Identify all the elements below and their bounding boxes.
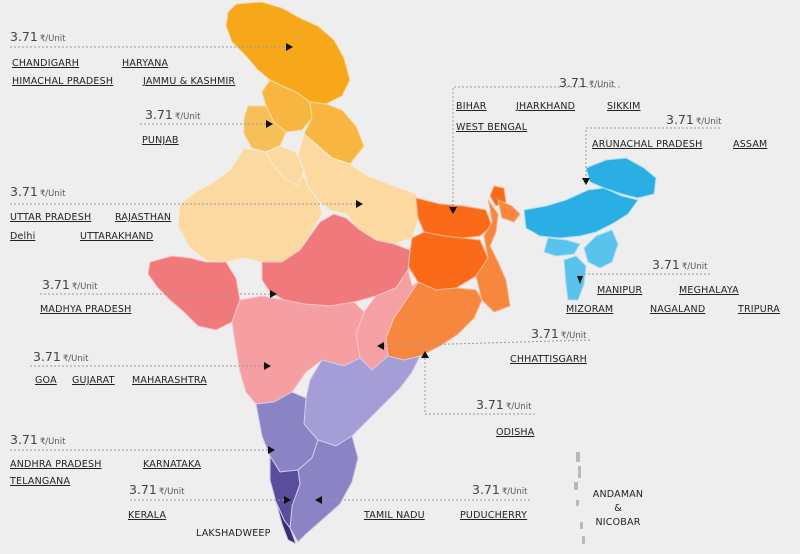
- price-value: 3.71: [145, 107, 173, 122]
- region-arunachal[interactable]: [585, 157, 657, 199]
- region-jharkhand[interactable]: [407, 231, 489, 291]
- price-value: 3.71: [33, 349, 61, 364]
- label-punjab[interactable]: PUNJAB: [142, 135, 179, 146]
- label-puducherry[interactable]: PUDUCHERRY: [460, 510, 528, 521]
- label-bihar[interactable]: BIHAR: [456, 101, 487, 112]
- price-unit: ₹/Unit: [501, 487, 528, 497]
- price-unit: ₹/Unit: [695, 117, 722, 127]
- andaman-line-2: &: [614, 503, 622, 514]
- price-unit: ₹/Unit: [174, 112, 201, 122]
- price-value: 3.71: [559, 75, 587, 90]
- price-west: 3.71 ₹/Unit: [33, 349, 88, 364]
- label-jammu-kashmir[interactable]: JAMMU & KASHMIR: [143, 76, 236, 87]
- price-unit: ₹/Unit: [39, 34, 66, 44]
- region-tripura-mizoram[interactable]: [563, 255, 587, 301]
- region-nagaland-manipur[interactable]: [583, 229, 619, 269]
- label-sikkim[interactable]: SIKKIM: [607, 101, 641, 112]
- price-unit: ₹/Unit: [39, 189, 66, 199]
- label-himachal-pradesh[interactable]: HIMACHAL PRADESH: [12, 76, 114, 87]
- price-value: 3.71: [652, 257, 680, 272]
- region-kerala-dark[interactable]: [275, 501, 297, 546]
- label-chhattisgarh[interactable]: CHHATTISGARH: [510, 354, 587, 365]
- price-odisha: 3.71 ₹/Unit: [476, 397, 531, 412]
- price-value: 3.71: [10, 29, 38, 44]
- price-unit: ₹/Unit: [62, 354, 89, 364]
- price-unit: ₹/Unit: [681, 262, 708, 272]
- label-odisha[interactable]: ODISHA: [496, 427, 535, 438]
- price-value: 3.71: [129, 482, 157, 497]
- andaman-line-3: NICOBAR: [595, 517, 641, 528]
- price-northeast: 3.71 ₹/Unit: [666, 112, 721, 127]
- label-tamil-nadu[interactable]: TAMIL NADU: [364, 510, 425, 521]
- andaman-line-1: ANDAMAN: [592, 489, 644, 500]
- price-value: 3.71: [10, 432, 38, 447]
- label-nagaland[interactable]: NAGALAND: [650, 304, 706, 315]
- price-value: 3.71: [10, 184, 38, 199]
- price-unit: ₹/Unit: [505, 402, 532, 412]
- price-chhattisgarh: 3.71 ₹/Unit: [531, 326, 586, 341]
- price-value: 3.71: [42, 277, 70, 292]
- label-telangana[interactable]: TELANGANA: [10, 476, 71, 487]
- region-east-strip[interactable]: [497, 199, 521, 223]
- label-meghalaya[interactable]: MEGHALAYA: [679, 285, 739, 296]
- price-south: 3.71 ₹/Unit: [10, 432, 65, 447]
- andaman-islands: [574, 452, 585, 544]
- label-tripura[interactable]: TRIPURA: [738, 304, 781, 315]
- label-uttar-pradesh[interactable]: UTTAR PRADESH: [10, 212, 92, 223]
- price-value: 3.71: [472, 482, 500, 497]
- label-west-bengal[interactable]: WEST BENGAL: [456, 122, 528, 133]
- label-karnataka[interactable]: KARNATAKA: [143, 459, 201, 470]
- label-chandigarh[interactable]: CHANDIGARH: [12, 58, 80, 69]
- region-himachal[interactable]: [261, 79, 313, 133]
- label-kerala[interactable]: KERALA: [128, 510, 167, 521]
- leader-arrows: [264, 43, 590, 504]
- label-rajasthan[interactable]: RAJASTHAN: [115, 212, 172, 223]
- label-haryana[interactable]: HARYANA: [122, 58, 169, 69]
- region-gujarat[interactable]: [147, 255, 241, 331]
- price-value: 3.71: [476, 397, 504, 412]
- label-mizoram[interactable]: MIZORAM: [566, 304, 614, 315]
- region-assam[interactable]: [523, 187, 639, 239]
- label-manipur[interactable]: MANIPUR: [597, 285, 643, 296]
- region-telangana-andhra[interactable]: [303, 355, 421, 447]
- label-goa[interactable]: GOA: [35, 375, 57, 386]
- region-west-bengal[interactable]: [475, 199, 511, 313]
- label-assam[interactable]: ASSAM: [733, 139, 768, 150]
- label-delhi[interactable]: Delhi: [10, 231, 36, 242]
- price-value: 3.71: [531, 326, 559, 341]
- price-value: 3.71: [666, 112, 694, 127]
- label-andaman-nicobar[interactable]: ANDAMAN & NICOBAR: [588, 488, 648, 530]
- price-ne-south: 3.71 ₹/Unit: [652, 257, 707, 272]
- price-unit: ₹/Unit: [588, 80, 615, 90]
- price-unit: ₹/Unit: [158, 487, 185, 497]
- price-north: 3.71 ₹/Unit: [10, 29, 65, 44]
- price-mp: 3.71 ₹/Unit: [42, 277, 97, 292]
- leader-lines: [10, 46, 720, 501]
- label-andhra-pradesh[interactable]: ANDHRA PRADESH: [10, 459, 102, 470]
- price-kerala: 3.71 ₹/Unit: [129, 482, 184, 497]
- price-unit: ₹/Unit: [39, 437, 66, 447]
- price-unit: ₹/Unit: [71, 282, 98, 292]
- label-lakshadweep[interactable]: LAKSHADWEEP: [196, 528, 271, 539]
- label-uttarakhand[interactable]: UTTARAKHAND: [80, 231, 154, 242]
- price-tamilnadu: 3.71 ₹/Unit: [472, 482, 527, 497]
- label-gujarat[interactable]: GUJARAT: [72, 375, 115, 386]
- price-up: 3.71 ₹/Unit: [10, 184, 65, 199]
- label-maharashtra[interactable]: MAHARASHTRA: [132, 375, 207, 386]
- price-unit: ₹/Unit: [560, 331, 587, 341]
- price-punjab: 3.71 ₹/Unit: [145, 107, 200, 122]
- region-haryana[interactable]: [265, 145, 305, 187]
- region-kerala[interactable]: [269, 454, 301, 530]
- price-east: 3.71 ₹/Unit: [559, 75, 614, 90]
- label-madhya-pradesh[interactable]: MADHYA PRADESH: [40, 304, 132, 315]
- region-meghalaya[interactable]: [543, 237, 581, 257]
- region-bihar[interactable]: [415, 197, 493, 239]
- label-jharkhand[interactable]: JHARKHAND: [516, 101, 576, 112]
- label-arunachal-pradesh[interactable]: ARUNACHAL PRADESH: [592, 139, 703, 150]
